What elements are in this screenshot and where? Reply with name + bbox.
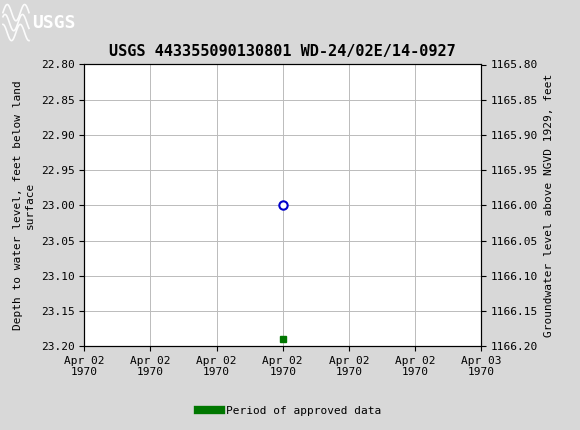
Y-axis label: Depth to water level, feet below land
surface: Depth to water level, feet below land su… [13,80,35,330]
Title: USGS 443355090130801 WD-24/02E/14-0927: USGS 443355090130801 WD-24/02E/14-0927 [110,44,456,59]
Legend: Period of approved data: Period of approved data [194,401,386,420]
Y-axis label: Groundwater level above NGVD 1929, feet: Groundwater level above NGVD 1929, feet [544,74,554,337]
Text: USGS: USGS [32,14,75,31]
